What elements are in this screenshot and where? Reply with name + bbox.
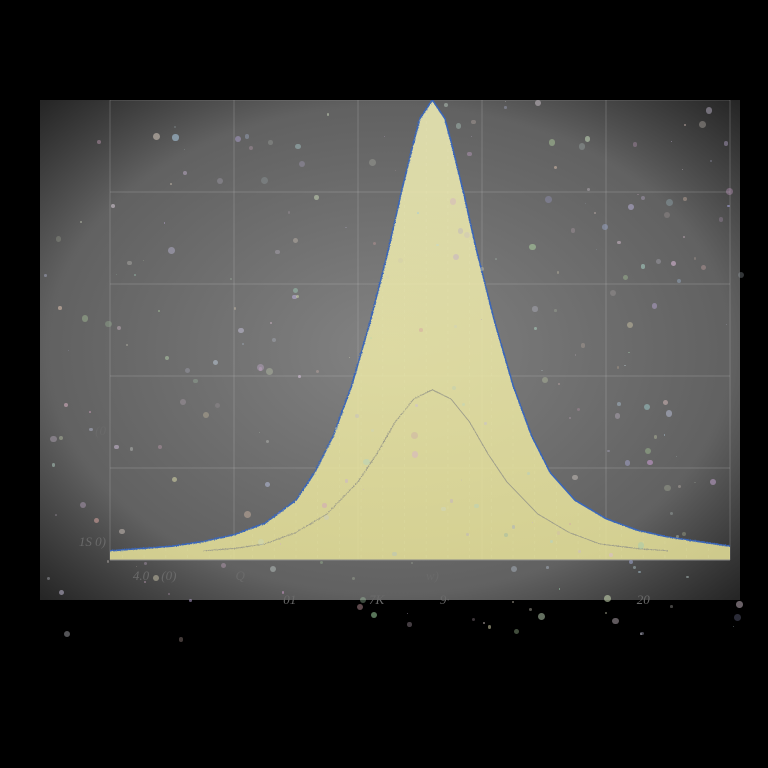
x-tick-label-secondary: 20 bbox=[637, 592, 650, 608]
x-tick-label-secondary: 9· bbox=[440, 592, 450, 608]
x-tick-label: w) bbox=[426, 568, 439, 584]
y-tick-label: 1S 0) bbox=[66, 534, 106, 550]
x-tick-label-secondary: 01 bbox=[283, 592, 296, 608]
x-tick-label: 4.0 bbox=[133, 568, 149, 584]
x-tick-label: (0) bbox=[161, 568, 176, 584]
x-tick-label-secondary: 7K bbox=[369, 592, 384, 608]
x-tick-label: Q bbox=[235, 568, 244, 584]
chart-svg bbox=[40, 100, 740, 640]
chart-container: (0 1S 0) 4.0 (0) Qw) 01 7K 9· 20 bbox=[40, 100, 740, 640]
y-tick-label: (0 bbox=[66, 423, 106, 439]
